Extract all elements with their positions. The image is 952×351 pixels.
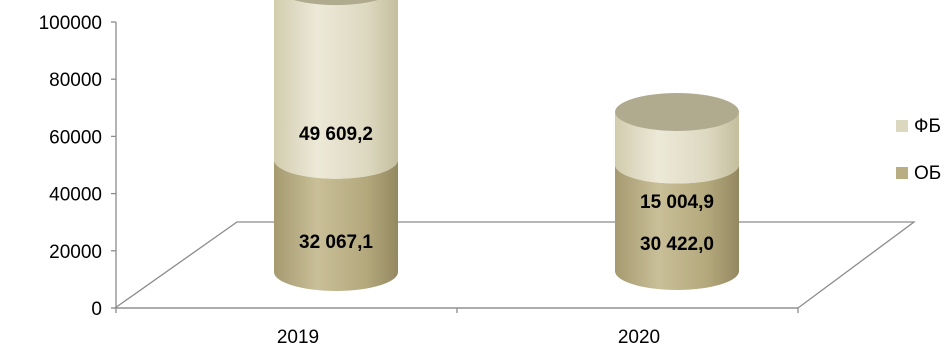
floor-plane	[112, 221, 916, 309]
y-tick-label: 40000	[49, 185, 102, 206]
cylinder-fb-2020	[615, 112, 739, 184]
cylinder-fb-2019	[274, 0, 398, 179]
cylinder-ob-2020	[615, 164, 739, 290]
legend-label-fb: ФБ	[914, 116, 941, 137]
x-tick-label-2019: 2019	[277, 327, 319, 348]
x-tick-label-2020: 2020	[618, 327, 660, 348]
data-label-ob-2019: 32 067,1	[299, 232, 373, 253]
legend-label-ob: ОБ	[914, 163, 941, 184]
cylinder-ob-2019-body	[274, 159, 398, 291]
legend: ФБ ОБ	[896, 116, 941, 184]
legend-swatch-fb	[896, 120, 908, 132]
data-label-fb-2020: 15 004,9	[640, 192, 714, 213]
cylinder-top-2019	[293, 0, 379, 6]
data-label-fb-2019: 49 609,2	[299, 124, 373, 145]
y-tick-label: 80000	[49, 70, 102, 91]
x-axis: 2019 2020	[115, 307, 799, 348]
cylinder-fb-2020-body	[615, 112, 739, 184]
floor	[112, 221, 916, 309]
y-tick-label: 20000	[49, 242, 102, 263]
data-labels: 32 067,1 49 609,2 30 422,0 15 004,9	[299, 124, 714, 255]
y-tick-label: 0	[91, 299, 102, 320]
y-axis: 0 20000 40000 60000 80000 100000	[39, 13, 117, 320]
cylinder-top-2020	[615, 93, 739, 132]
cylinder-ob-2020-body	[615, 164, 739, 290]
legend-swatch-ob	[896, 167, 908, 179]
y-tick-label: 100000	[39, 13, 102, 34]
bars	[274, 0, 739, 291]
y-tick-label: 60000	[49, 127, 102, 148]
cylinder-ob-2019	[274, 159, 398, 291]
cylinder-fb-2019-body	[274, 0, 398, 179]
data-label-ob-2020: 30 422,0	[640, 234, 714, 255]
